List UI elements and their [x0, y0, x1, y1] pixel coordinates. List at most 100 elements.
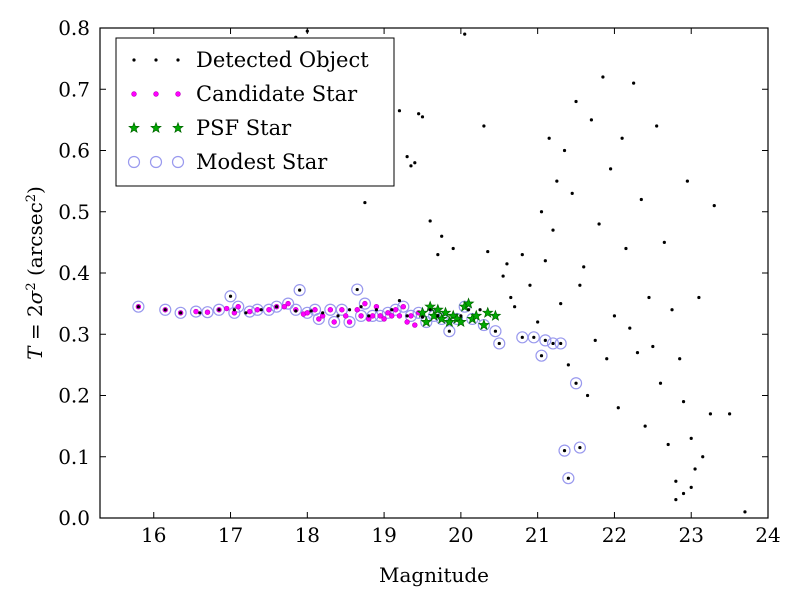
data-point	[678, 357, 682, 361]
y-tick-label: 0.0	[58, 506, 90, 530]
data-point	[243, 305, 256, 318]
data-point	[443, 325, 456, 338]
data-point	[489, 325, 502, 338]
y-tick-label: 0.4	[58, 261, 90, 285]
data-point	[532, 335, 536, 339]
data-point	[404, 309, 418, 322]
data-point	[132, 300, 145, 313]
data-point	[513, 305, 517, 309]
data-point	[574, 99, 578, 104]
data-point	[312, 312, 325, 326]
data-point	[321, 311, 325, 315]
data-point	[478, 318, 490, 331]
data-point	[285, 300, 291, 307]
data-point	[244, 311, 248, 315]
data-point	[347, 308, 352, 312]
data-point	[605, 357, 609, 361]
legend-marker	[176, 58, 180, 62]
data-point	[351, 283, 364, 296]
data-point	[559, 341, 563, 346]
data-point	[163, 308, 167, 312]
data-point	[493, 329, 498, 333]
data-point	[551, 341, 555, 346]
data-point	[655, 124, 659, 128]
data-point	[539, 210, 544, 214]
data-point	[651, 344, 655, 349]
y-tick-label: 0.2	[58, 384, 90, 408]
data-point	[674, 479, 678, 483]
data-point	[562, 148, 567, 153]
data-point	[520, 253, 524, 257]
data-point	[309, 309, 313, 313]
data-point	[385, 310, 391, 316]
data-point	[589, 118, 594, 122]
data-point	[228, 306, 241, 319]
data-point	[454, 315, 467, 328]
data-point	[547, 136, 551, 140]
legend-item: Candidate Star	[131, 82, 358, 106]
data-point	[543, 338, 547, 342]
data-point	[335, 303, 348, 316]
data-point	[431, 303, 444, 315]
data-point	[336, 314, 340, 318]
data-point	[693, 467, 697, 471]
data-point	[304, 310, 311, 316]
legend-marker	[153, 91, 159, 97]
y-tick-label: 0.3	[58, 322, 90, 346]
data-point	[536, 320, 540, 324]
data-point	[328, 315, 341, 329]
data-point	[635, 351, 640, 355]
data-point	[509, 295, 513, 300]
points-layer	[132, 29, 747, 514]
data-point	[247, 308, 253, 315]
data-point	[482, 124, 486, 128]
data-point	[505, 262, 509, 266]
data-point	[293, 284, 306, 297]
data-point	[712, 204, 716, 208]
data-point	[232, 300, 245, 313]
data-point	[562, 472, 575, 485]
series-psf-star	[416, 297, 502, 331]
data-point	[274, 305, 279, 309]
legend-box	[115, 37, 395, 187]
data-point	[409, 164, 413, 168]
legend-marker	[171, 155, 185, 169]
data-point	[436, 314, 440, 318]
data-point	[343, 315, 356, 329]
data-point	[262, 303, 276, 316]
data-point	[228, 294, 233, 298]
data-point	[374, 308, 379, 312]
legend-marker	[175, 91, 181, 97]
data-point	[339, 307, 345, 313]
data-point	[428, 219, 432, 223]
data-point	[639, 197, 643, 202]
legend-label: Candidate Star	[196, 82, 358, 106]
data-point	[566, 363, 570, 367]
legend-item: PSF Star	[128, 116, 292, 140]
data-point	[389, 303, 402, 316]
data-point	[396, 313, 403, 319]
data-point	[543, 259, 547, 263]
data-point	[628, 326, 632, 330]
x-tick-label: 19	[371, 523, 396, 547]
data-point	[159, 303, 172, 316]
legend-label: Modest Star	[196, 150, 328, 174]
x-tick-label: 18	[295, 523, 320, 547]
data-point	[420, 115, 425, 119]
data-point	[136, 305, 140, 309]
data-point	[463, 32, 467, 36]
data-point	[555, 179, 559, 183]
data-point	[201, 306, 214, 319]
x-tick-label: 16	[141, 523, 166, 547]
series-candidate-star	[135, 300, 422, 328]
data-point	[582, 265, 586, 269]
x-tick-label: 21	[525, 523, 550, 547]
data-point	[708, 412, 713, 416]
legend-marker	[131, 91, 137, 97]
data-point	[404, 319, 410, 325]
data-point	[436, 253, 440, 257]
data-point	[392, 307, 399, 313]
data-point	[674, 498, 678, 502]
data-point	[539, 354, 544, 358]
legend-marker	[132, 58, 136, 62]
